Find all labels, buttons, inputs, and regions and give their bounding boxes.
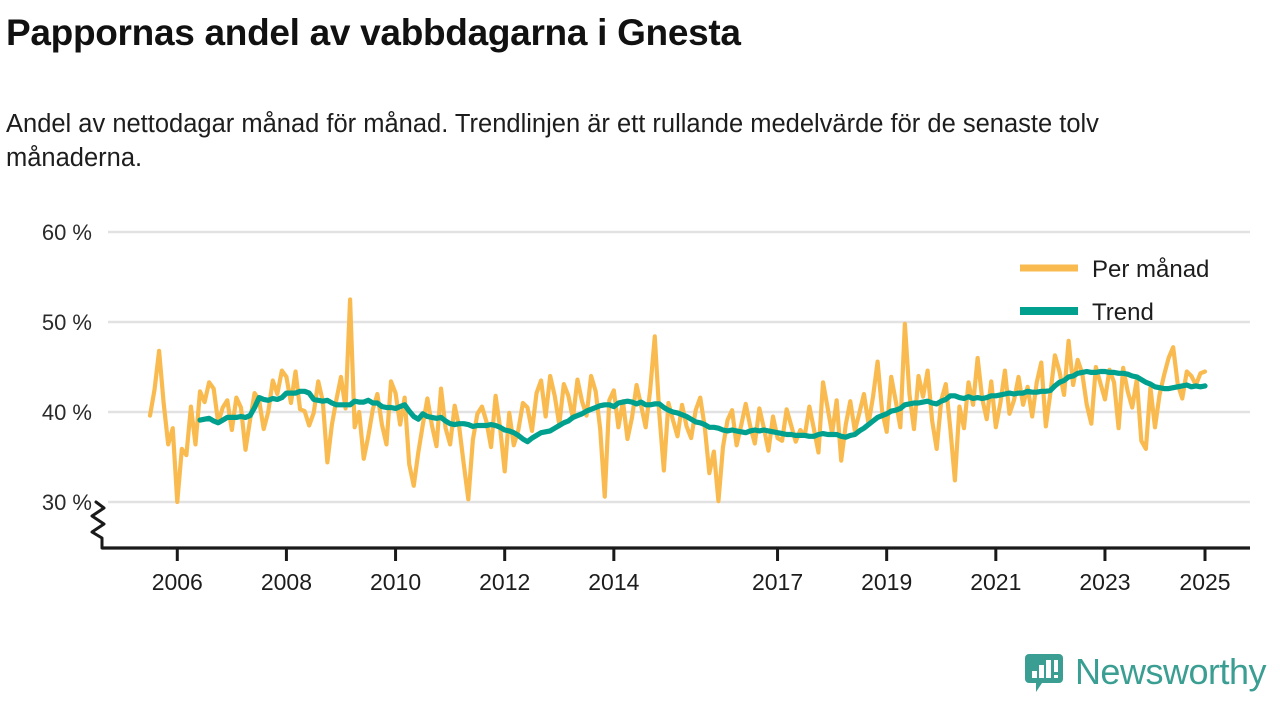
- axis-break-icon: [90, 500, 106, 550]
- brand-name: Newsworthy: [1074, 651, 1267, 692]
- x-axis-tick-label: 2019: [861, 569, 912, 595]
- x-axis-tick-label: 2014: [588, 569, 639, 595]
- page-subtitle: Andel av nettodagar månad för månad. Tre…: [6, 110, 1099, 172]
- x-axis-tick-label: 2025: [1179, 569, 1230, 595]
- chart-legend: Per månad Trend: [1020, 256, 1209, 326]
- bar-chart-bubble-icon: [1023, 651, 1065, 693]
- page-title: Pappornas andel av vabbdagarna i Gnesta: [6, 12, 741, 53]
- line-chart: 30 % 40 % 50 % 60 % 2006 2008 2010 2012 2014 201…: [42, 220, 1250, 595]
- x-axis-tick-label: 2017: [752, 569, 803, 595]
- y-axis-tick-label: 60 %: [42, 220, 92, 245]
- y-axis-labels: 30 % 40 % 50 % 60 %: [42, 220, 92, 515]
- x-axis-tick-label: 2021: [970, 569, 1021, 595]
- x-axis-labels: 2006 2008 2010 2012 2014 2017 2019 2021 2023 2025: [152, 569, 1231, 595]
- y-axis-tick-label: 40 %: [42, 400, 92, 425]
- legend-label: Per månad: [1092, 256, 1209, 283]
- x-axis-tick-label: 2006: [152, 569, 203, 595]
- x-axis-tick-label: 2023: [1079, 569, 1130, 595]
- series-per-manad: [147, 297, 1208, 505]
- chart-container: 30 % 40 % 50 % 60 % 2006 2008 2010 2012 2014 201…: [0, 200, 1280, 600]
- footer: Newsworthy: [0, 645, 1280, 720]
- monthly-line: [147, 297, 1208, 505]
- y-axis-tick-label: 50 %: [42, 310, 92, 335]
- series-trend: [197, 368, 1208, 445]
- x-axis-tick-label: 2010: [370, 569, 421, 595]
- x-axis: [102, 546, 1250, 561]
- y-axis-tick-label: 30 %: [42, 490, 92, 515]
- x-axis-tick-label: 2012: [479, 569, 530, 595]
- gridlines: [108, 230, 1250, 504]
- trend-line: [197, 368, 1208, 445]
- newsworthy-logo[interactable]: Newsworthy: [1023, 651, 1267, 693]
- x-axis-tick-label: 2008: [261, 569, 312, 595]
- legend-label: Trend: [1092, 299, 1154, 326]
